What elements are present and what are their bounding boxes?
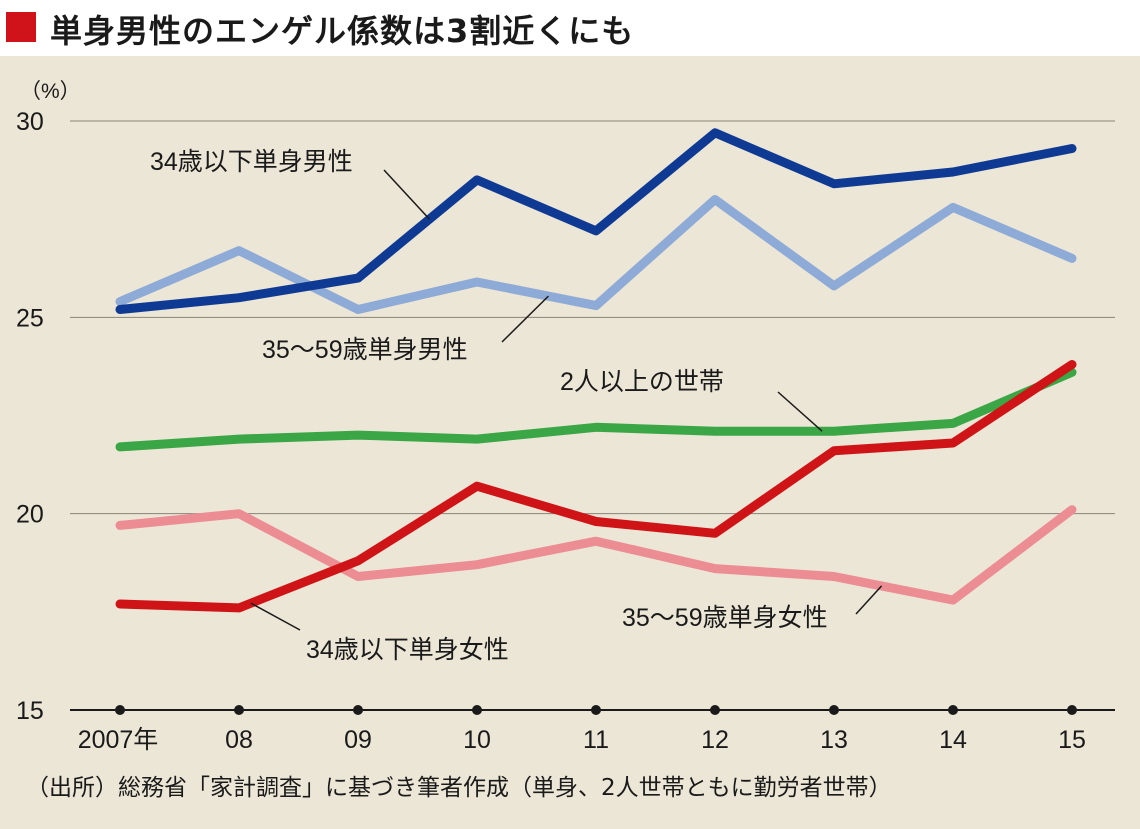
y-unit-label: （%） [20,80,81,103]
series-labels: 34歳以下単身男性 35〜59歳単身男性 2人以上の世帯 34歳以下単身女性 35〜59… [150,148,883,664]
title-marker [6,12,36,42]
x-tick-dot [710,705,720,715]
leader-line [777,391,823,432]
x-tick-dot [829,705,839,715]
x-tick-dot [115,705,125,715]
x-tick-label: 12 [701,726,729,754]
series-label: 34歳以下単身女性 [306,636,509,664]
x-tick-label: 2007年 [78,726,159,754]
x-tick-label: 15 [1058,726,1086,754]
y-tick-label: 25 [16,304,44,332]
series-label: 35〜59歳単身女性 [622,604,828,632]
leader-line [383,169,430,220]
x-tick-label: 09 [344,726,372,754]
x-tick-dot [353,705,363,715]
x-tick-label: 10 [463,726,491,754]
x-tick-dot [948,705,958,715]
x-axis: 2007年 08 09 10 11 12 13 14 15 [78,705,1086,754]
x-tick-dot [234,705,244,715]
x-tick-label: 08 [225,726,253,754]
x-tick-label: 14 [939,726,967,754]
series-line [115,128,1077,314]
x-tick-label: 11 [583,726,609,754]
series-lines [115,128,1077,613]
series-line [115,360,1077,613]
series-line [115,505,1077,605]
chart-title: 単身男性のエンゲル係数は3割近くにも [50,12,635,50]
y-tick-label: 15 [16,697,44,725]
y-tick-label: 30 [16,108,44,136]
y-tick-label: 20 [16,501,44,529]
series-label: 34歳以下単身男性 [150,148,353,176]
title-bar: 単身男性のエンゲル係数は3割近くにも [0,0,1140,56]
series-label: 2人以上の世帯 [560,368,724,396]
x-tick-dot [591,705,601,715]
source-note: （出所）総務省「家計調査」に基づき筆者作成（単身、2人世帯ともに勤労者世帯） [26,775,892,801]
x-tick-dot [1067,705,1077,715]
leader-line [501,295,549,343]
x-tick-dot [472,705,482,715]
series-label: 35〜59歳単身男性 [262,336,468,364]
leader-line [855,585,883,615]
series-line [115,367,1077,452]
y-axis: 15 20 25 30 （%） [16,80,81,725]
series-line [115,195,1077,314]
leader-line [250,602,301,631]
x-tick-label: 13 [820,726,848,754]
